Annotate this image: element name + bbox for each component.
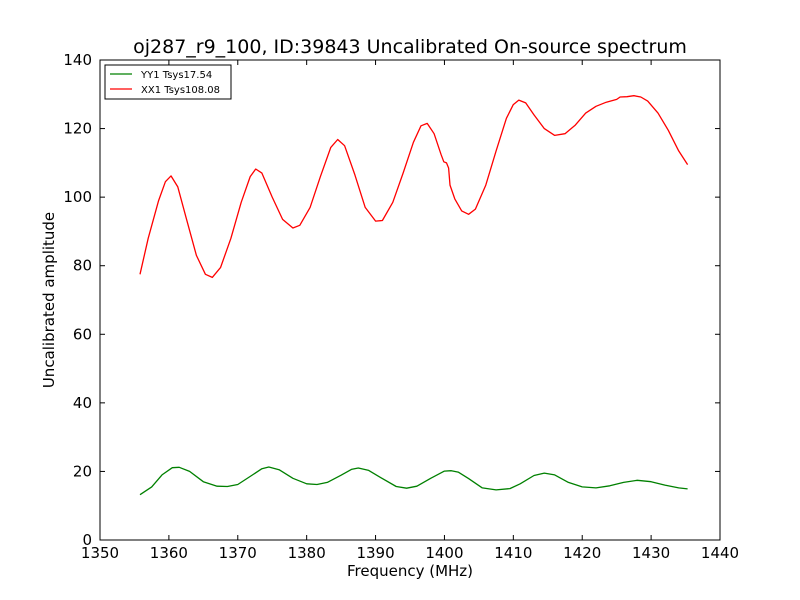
x-tick-label: 1370 bbox=[219, 544, 257, 562]
x-tick-label: 1360 bbox=[150, 544, 188, 562]
x-tick-label: 1390 bbox=[356, 544, 394, 562]
x-axis-label: Frequency (MHz) bbox=[347, 562, 473, 580]
y-tick-label: 20 bbox=[73, 462, 92, 480]
y-tick-label: 120 bbox=[63, 120, 92, 138]
y-tick-label: 0 bbox=[82, 531, 92, 549]
y-tick-label: 80 bbox=[73, 257, 92, 275]
x-tick-label: 1440 bbox=[701, 544, 739, 562]
plot-area bbox=[100, 60, 720, 540]
y-axis-label: Uncalibrated amplitude bbox=[40, 212, 58, 388]
y-tick-label: 60 bbox=[73, 325, 92, 343]
y-ticks: 0 20 40 60 80 100 120 140 bbox=[63, 51, 720, 549]
series-line-1 bbox=[139, 95, 689, 279]
x-tick-label: 1430 bbox=[632, 544, 670, 562]
legend-label-yy1: YY1 Tsys17.54 bbox=[140, 70, 212, 81]
x-tick-label: 1400 bbox=[425, 544, 463, 562]
legend-label-xx1: XX1 Tsys108.08 bbox=[141, 85, 220, 96]
y-tick-label: 40 bbox=[73, 394, 92, 412]
plot-frame bbox=[99, 59, 721, 541]
x-ticks: 1350 1360 1370 1380 1390 1400 1410 1420 1430 1440 bbox=[81, 60, 739, 562]
series-layer bbox=[139, 95, 689, 496]
x-tick-label: 1420 bbox=[563, 544, 601, 562]
legend-box bbox=[104, 64, 232, 100]
x-tick-label: 1350 bbox=[81, 544, 119, 562]
x-tick-label: 1380 bbox=[288, 544, 326, 562]
x-tick-label: 1410 bbox=[494, 544, 532, 562]
y-tick-label: 100 bbox=[63, 188, 92, 206]
chart-title: oj287_r9_100, ID:39843 Uncalibrated On-s… bbox=[133, 36, 687, 58]
y-tick-label: 140 bbox=[63, 51, 92, 69]
series-line-0 bbox=[139, 466, 688, 496]
legend: YY1 Tsys17.54 XX1 Tsys108.08 bbox=[104, 64, 232, 100]
